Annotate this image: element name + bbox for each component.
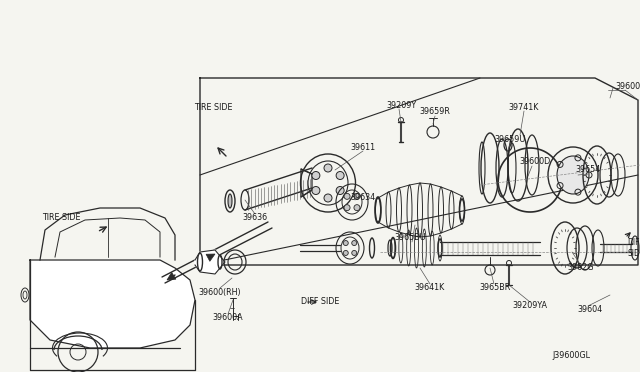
Circle shape <box>344 205 350 211</box>
Circle shape <box>354 205 360 211</box>
Circle shape <box>352 250 356 256</box>
Text: 39634: 39634 <box>351 193 376 202</box>
Text: 39641K: 39641K <box>415 283 445 292</box>
Text: 39659R: 39659R <box>420 108 451 116</box>
Text: 39600(RH): 39600(RH) <box>615 81 640 90</box>
Text: TIRE SIDE: TIRE SIDE <box>194 103 232 112</box>
Text: 3965BU: 3965BU <box>394 234 426 243</box>
Ellipse shape <box>228 194 232 208</box>
Circle shape <box>344 193 350 199</box>
Circle shape <box>312 186 320 195</box>
Text: DIFF SIDE: DIFF SIDE <box>301 298 339 307</box>
Circle shape <box>312 171 320 180</box>
Text: 39741K: 39741K <box>509 103 539 112</box>
Text: 39611: 39611 <box>351 142 376 151</box>
Text: J39600GL: J39600GL <box>552 350 590 359</box>
Text: 3962G: 3962G <box>568 263 595 273</box>
Text: 39604: 39604 <box>577 305 603 314</box>
Text: 39600D: 39600D <box>520 157 550 167</box>
Circle shape <box>324 164 332 172</box>
Text: DIFF
SIDE: DIFF SIDE <box>627 238 640 258</box>
Polygon shape <box>167 272 176 280</box>
Ellipse shape <box>557 156 589 194</box>
Text: 39636: 39636 <box>243 214 268 222</box>
Circle shape <box>343 250 348 256</box>
Circle shape <box>324 194 332 202</box>
Polygon shape <box>195 250 225 274</box>
Circle shape <box>343 241 348 246</box>
Text: 39659U: 39659U <box>494 135 525 144</box>
Text: TIRE SIDE: TIRE SIDE <box>42 214 80 222</box>
Text: 39209YA: 39209YA <box>513 301 547 311</box>
Polygon shape <box>301 169 312 197</box>
Text: 39209Y: 39209Y <box>386 100 416 109</box>
Polygon shape <box>30 260 195 348</box>
Circle shape <box>354 193 360 199</box>
Circle shape <box>336 186 344 195</box>
Text: 39600(RH): 39600(RH) <box>198 288 241 296</box>
Text: 39600A: 39600A <box>212 314 243 323</box>
Text: 39654: 39654 <box>575 166 600 174</box>
Polygon shape <box>206 254 215 261</box>
Circle shape <box>336 171 344 180</box>
Circle shape <box>352 241 356 246</box>
Text: 3965BR: 3965BR <box>479 283 511 292</box>
